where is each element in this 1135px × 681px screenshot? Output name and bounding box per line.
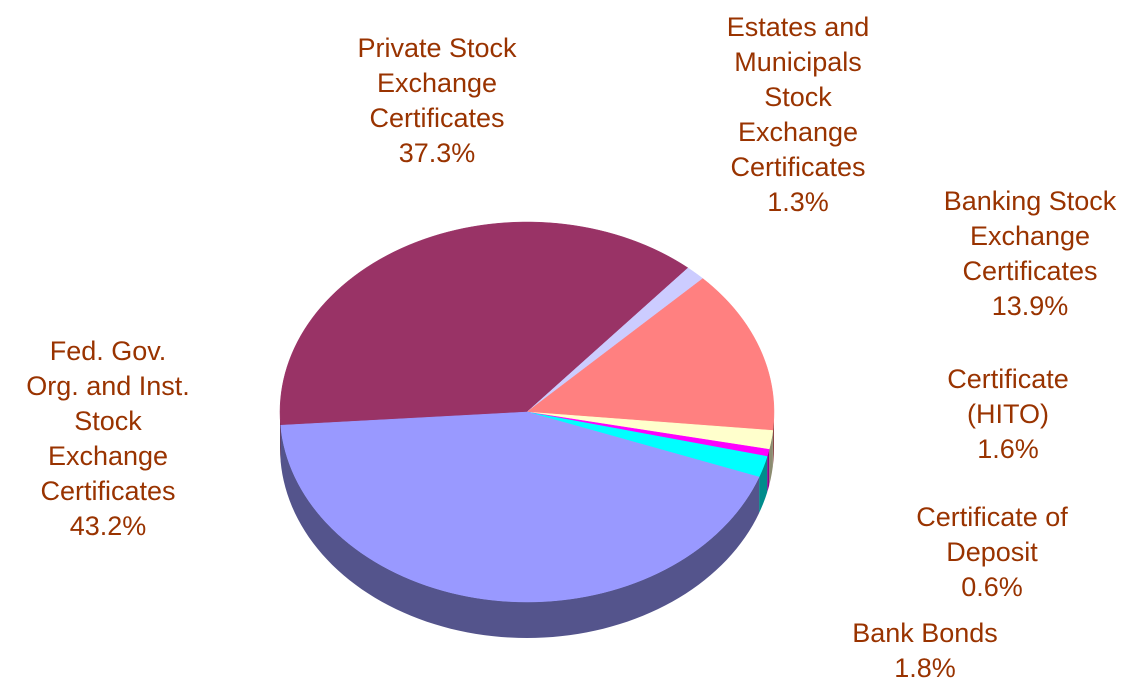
slice-side — [280, 425, 760, 638]
slice-side — [772, 412, 774, 467]
slice-name: Estates and Municipals Stock Exchange Ce… — [726, 12, 870, 182]
slice-side — [759, 456, 768, 514]
slice-label: Certificate of Deposit 0.6% — [882, 500, 1102, 605]
slice-side — [767, 449, 770, 493]
slice-name: Fed. Gov. Org. and Inst. Stock Exchange … — [26, 336, 190, 506]
slice — [280, 411, 760, 603]
slice-value: 13.9% — [991, 291, 1069, 321]
slice-name: Certificate (HITO) — [947, 364, 1069, 429]
slice-side — [769, 430, 773, 486]
slice-name: Bank Bonds — [852, 618, 998, 648]
slice-label: Estates and Municipals Stock Exchange Ce… — [688, 10, 908, 220]
slice-label: Bank Bonds 1.8% — [825, 616, 1025, 681]
slice-value: 1.3% — [767, 187, 829, 217]
slice-name: Certificate of Deposit — [916, 502, 1068, 567]
slice-value: 0.6% — [961, 572, 1023, 602]
slice-value: 37.3% — [398, 138, 476, 168]
pie-sides — [280, 412, 774, 638]
slice-name: Banking Stock Exchange Certificates — [943, 186, 1117, 286]
slice-label: Certificate (HITO) 1.6% — [908, 362, 1108, 467]
slice-label: Banking Stock Exchange Certificates 13.9% — [920, 184, 1135, 324]
slice-label: Private Stock Exchange Certificates 37.3% — [317, 31, 557, 171]
pie-top — [279, 221, 775, 603]
slice-name: Private Stock Exchange Certificates — [357, 33, 517, 133]
slice — [279, 221, 689, 426]
slice-value: 1.6% — [977, 434, 1039, 464]
slice-label: Fed. Gov. Org. and Inst. Stock Exchange … — [0, 334, 216, 544]
slice — [526, 278, 775, 431]
slice-value: 43.2% — [69, 511, 147, 541]
slice-value: 1.8% — [894, 653, 956, 681]
